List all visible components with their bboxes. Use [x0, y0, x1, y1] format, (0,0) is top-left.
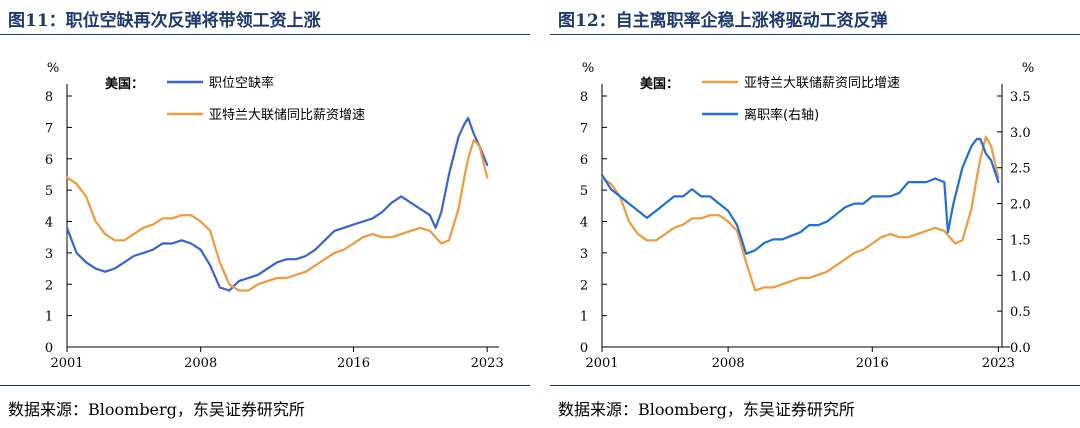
figure-11-source: 数据来源：Bloomberg，东吴证券研究所: [8, 400, 305, 419]
legend-label-0: 亚特兰大联储薪资同比增速: [744, 76, 900, 91]
y2-tick-label: 0.0: [1010, 341, 1031, 356]
legend-heading: 美国：: [640, 76, 679, 92]
figure-12-chart: % % 0 1 2 3 4 5 6 7 8 0.0 0.5 1.0 1.5 2.0 2.5 3.0 3.5 2001 2…: [580, 61, 1034, 371]
legend-label-0: 职位空缺率: [209, 75, 274, 91]
y-tick-label: 3: [45, 247, 53, 262]
y2-tick-label: 3.5: [1010, 90, 1031, 105]
y-tick-label: 8: [45, 90, 53, 105]
x-tick-label: 2008: [712, 356, 745, 371]
figure-12-source: 数据来源：Bloomberg，东吴证券研究所: [558, 400, 855, 419]
y-tick-label: 1: [45, 310, 53, 325]
figure-11-bottom-rule: [0, 385, 530, 386]
x-tick-label: 2001: [585, 356, 618, 371]
y-tick-label: 2: [580, 278, 588, 293]
x-tick-label: 2008: [184, 356, 217, 371]
y-tick-label: 0: [45, 341, 53, 356]
figure-11-title: 图11：职位空缺再次反弹将带领工资上涨: [8, 11, 321, 31]
legend-label-1: 亚特兰大联储同比薪资增速: [209, 108, 365, 123]
figure-12-bottom-rule: [550, 385, 1080, 386]
legend-heading: 美国：: [105, 76, 144, 92]
y-tick-label: 2: [45, 278, 53, 293]
y-tick-label: 7: [580, 121, 588, 136]
y-axis-unit-label: %: [582, 61, 594, 76]
series-line-1: [65, 138, 489, 292]
y-axis-unit-label: %: [47, 61, 59, 76]
y2-tick-label: 0.5: [1010, 305, 1031, 320]
y-tick-label: 4: [580, 216, 588, 231]
x-tick-label: 2016: [337, 356, 370, 371]
x-tick-label: 2016: [856, 356, 889, 371]
y-tick-label: 6: [580, 153, 588, 168]
y-tick-label: 6: [45, 153, 53, 168]
figure-11-top-rule: [0, 34, 530, 35]
y-tick-label: 4: [45, 216, 53, 231]
y-tick-label: 5: [580, 184, 588, 199]
y2-axis-unit-label: %: [1022, 61, 1034, 76]
figure-11-panel: 图11：职位空缺再次反弹将带领工资上涨 % 0 1 2 3 4 5 6 7 8 2001 2008 20…: [0, 0, 530, 428]
y-tick-label: 7: [45, 121, 53, 136]
y2-tick-label: 1.0: [1010, 269, 1031, 284]
y-tick-label: 1: [580, 310, 588, 325]
series-line-1: [600, 137, 1000, 255]
x-tick-label: 2023: [471, 356, 504, 371]
x-tick-label: 2001: [50, 356, 83, 371]
y-tick-label: 0: [580, 341, 588, 356]
series-line-0: [65, 116, 489, 292]
x-tick-label: 2023: [982, 356, 1015, 371]
series-line-0: [600, 135, 1000, 292]
y-tick-label: 8: [580, 90, 588, 105]
figure-12-top-rule: [550, 34, 1080, 35]
y-tick-label: 3: [580, 247, 588, 262]
y-tick-label: 5: [45, 184, 53, 199]
y2-tick-label: 2.0: [1010, 198, 1031, 213]
y2-tick-label: 1.5: [1010, 233, 1031, 248]
legend-label-1: 离职率(右轴): [744, 107, 819, 123]
y2-tick-label: 2.5: [1010, 162, 1031, 177]
figure-12-title: 图12：自主离职率企稳上涨将驱动工资反弹: [558, 11, 888, 31]
figure-12-panel: 图12：自主离职率企稳上涨将驱动工资反弹 %% 0 1 2 3 4 5 6 7 8 0.0 0.5 1.…: [550, 0, 1080, 428]
y2-tick-label: 3.0: [1010, 126, 1031, 141]
figure-11-chart: % 0 1 2 3 4 5 6 7 8 2001 2008 2016 2023 美国： 职位空缺率亚特兰大联储…: [45, 61, 504, 371]
